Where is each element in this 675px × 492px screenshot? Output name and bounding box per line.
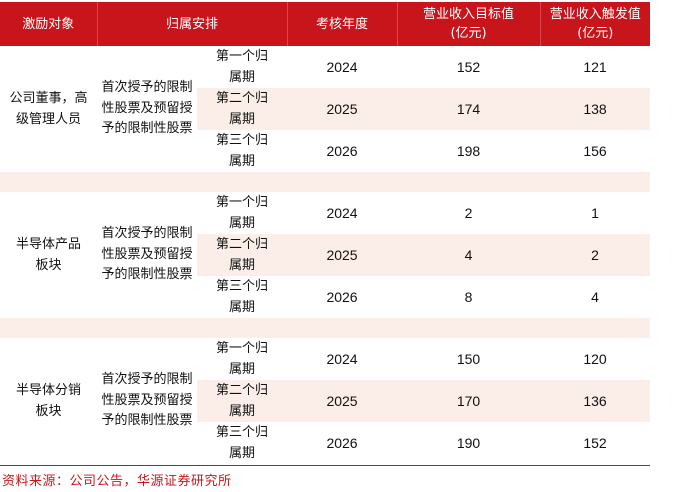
header-revenue-goal: 营业收入目标值 (亿元) [397, 2, 541, 46]
table-header-row: 激励对象 归属安排 考核年度 营业收入目标值 (亿元) 营业收入触发值 (亿元) [0, 2, 651, 46]
award-cell: 首次授予的限制性股票及预留授予的限制性股票 [101, 80, 193, 137]
year-cell: 2024 [326, 58, 358, 75]
goal-cell: 152 [456, 58, 481, 75]
period-cell: 第二个归属期 [197, 234, 288, 276]
spacer-cell [0, 318, 651, 338]
table-row: 公司董事，高级管理人员 首次授予的限制性股票及预留授予的限制性股票 第一个归属期… [0, 46, 650, 136]
table-row: 第二个归属期 2025 4 2 [0, 234, 651, 276]
target-cell: 公司董事，高级管理人员 [9, 91, 88, 127]
period-cell: 第二个归属期 [197, 88, 288, 130]
award-cell: 首次授予的限制性股票及预留授予的限制性股票 [101, 372, 193, 429]
goal-cell: 150 [456, 350, 481, 367]
table-row: 第二个归属期 2025 174 138 [0, 88, 651, 130]
period-cell: 第一个归属期 [216, 195, 269, 231]
trigger-cell: 2 [540, 234, 651, 276]
header-revenue-trigger: 营业收入触发值 (亿元) [540, 2, 651, 46]
year-cell: 2024 [326, 204, 358, 221]
table-row: 半导体产品板块 首次授予的限制性股票及预留授予的限制性股票 第一个归属期 202… [0, 192, 650, 282]
trigger-cell: 1 [591, 204, 599, 221]
period-cell: 第三个归属期 [216, 279, 269, 315]
period-cell: 第一个归属期 [216, 49, 269, 85]
goal-cell: 198 [456, 142, 481, 159]
trigger-cell: 136 [540, 380, 651, 422]
goal-cell: 8 [464, 288, 473, 305]
trigger-cell: 152 [583, 434, 607, 451]
year-cell: 2026 [326, 288, 358, 305]
year-cell: 2026 [326, 142, 358, 159]
spacer-row [0, 318, 651, 338]
goal-cell: 190 [456, 434, 481, 451]
period-cell: 第三个归属期 [216, 133, 269, 169]
year-cell: 2025 [287, 88, 398, 130]
goal-cell: 4 [397, 234, 541, 276]
header-vesting-arrangement: 归属安排 [97, 2, 288, 46]
spacer-row [0, 172, 651, 192]
target-cell: 半导体产品板块 [15, 237, 81, 273]
award-cell: 首次授予的限制性股票及预留授予的限制性股票 [101, 226, 193, 283]
table-row: 半导体分销板块 首次授予的限制性股票及预留授予的限制性股票 第一个归属期 202… [0, 338, 650, 428]
year-cell: 2024 [326, 350, 358, 367]
period-cell: 第一个归属期 [216, 341, 269, 377]
trigger-cell: 120 [583, 350, 607, 367]
trigger-cell: 156 [583, 142, 607, 159]
table-row: 第三个归属期 2026 198 156 [0, 130, 650, 172]
goal-cell: 2 [464, 204, 473, 221]
period-cell: 第二个归属期 [197, 380, 288, 422]
goal-cell: 170 [397, 380, 541, 422]
target-cell: 半导体分销板块 [15, 383, 81, 419]
incentive-assessment-table: 激励对象 归属安排 考核年度 营业收入目标值 (亿元) 营业收入触发值 (亿元)… [0, 2, 651, 464]
year-cell: 2025 [287, 234, 398, 276]
header-revenue-trigger-text: 营业收入触发值 (亿元) [549, 7, 641, 41]
table-row: 第二个归属期 2025 170 136 [0, 380, 651, 422]
year-cell: 2026 [326, 434, 358, 451]
header-target: 激励对象 [0, 2, 98, 46]
period-cell: 第三个归属期 [216, 425, 269, 461]
trigger-cell: 138 [540, 88, 651, 130]
goal-cell: 174 [397, 88, 541, 130]
table-row: 第三个归属期 2026 8 4 [0, 276, 650, 318]
header-revenue-goal-text: 营业收入目标值 (亿元) [423, 7, 515, 41]
table-row: 第三个归属期 2026 190 152 [0, 422, 650, 464]
header-assessment-year: 考核年度 [287, 2, 398, 46]
source-note: 资料来源：公司公告，华源证券研究所 [2, 474, 232, 489]
year-cell: 2025 [287, 380, 398, 422]
trigger-cell: 121 [583, 58, 607, 75]
spacer-cell [0, 172, 651, 192]
bottom-rule [0, 465, 650, 466]
trigger-cell: 4 [591, 288, 599, 305]
